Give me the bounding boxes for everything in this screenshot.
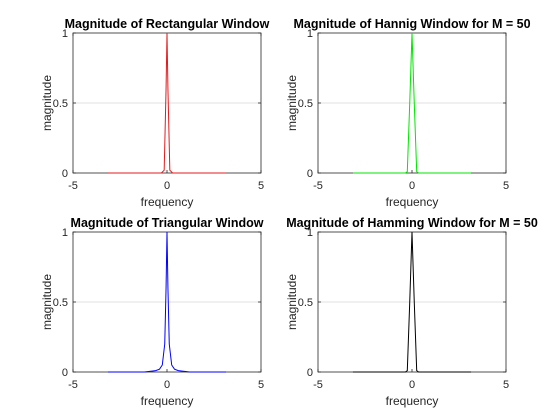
y-tick-label: 0.5: [298, 297, 313, 309]
y-tick-label: 1: [62, 227, 68, 239]
y-tick-label: 0: [62, 168, 68, 180]
y-tick-label: 0.5: [53, 98, 68, 110]
y-tick-label: 0: [62, 367, 68, 379]
y-axis-label: magnitude: [40, 75, 54, 131]
x-tick-label: -5: [313, 379, 323, 391]
series-line: [352, 32, 472, 174]
y-tick-label: 0.5: [53, 297, 68, 309]
subplot-title: Magnitude of Hamming Window for M = 50: [286, 216, 538, 230]
x-axis-label: frequency: [141, 195, 194, 209]
x-axis-label: frequency: [386, 394, 439, 408]
y-tick-label: 0.5: [298, 98, 313, 110]
x-tick-label: -5: [68, 379, 78, 391]
subplot-title: Magnitude of Triangular Window: [71, 216, 264, 230]
x-axis-label: frequency: [386, 195, 439, 209]
subplot-title: Magnitude of Rectangular Window: [65, 17, 270, 31]
x-tick-label: 5: [503, 379, 509, 391]
y-tick-label: 0: [307, 367, 313, 379]
y-tick-label: 0: [307, 168, 313, 180]
x-tick-label: 0: [164, 180, 170, 192]
x-tick-label: -5: [68, 180, 78, 192]
y-axis-label: magnitude: [285, 274, 299, 330]
x-tick-label: 0: [409, 180, 415, 192]
y-tick-label: 1: [62, 28, 68, 40]
x-axis-label: frequency: [141, 394, 194, 408]
y-tick-label: 1: [307, 28, 313, 40]
y-axis-label: magnitude: [285, 75, 299, 131]
x-tick-label: 0: [164, 379, 170, 391]
y-axis-label: magnitude: [40, 274, 54, 330]
x-tick-label: -5: [313, 180, 323, 192]
series-line: [352, 231, 472, 373]
x-tick-label: 5: [258, 379, 264, 391]
series-line: [107, 32, 227, 174]
x-tick-label: 5: [258, 180, 264, 192]
subplot-title: Magnitude of Hannig Window for M = 50: [293, 17, 530, 31]
x-tick-label: 0: [409, 379, 415, 391]
series-line: [107, 231, 227, 373]
y-tick-label: 1: [307, 227, 313, 239]
x-tick-label: 5: [503, 180, 509, 192]
